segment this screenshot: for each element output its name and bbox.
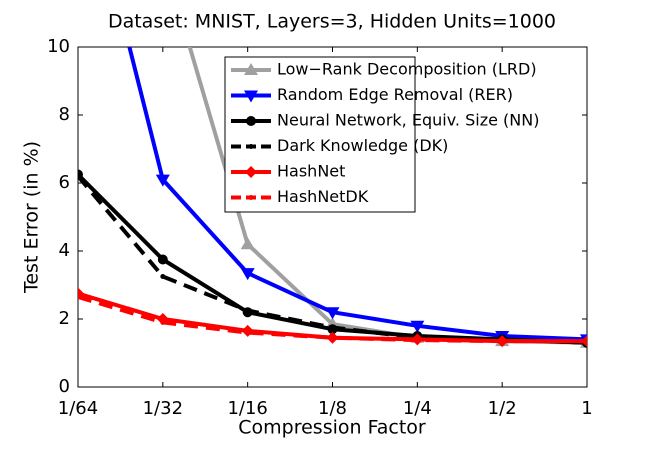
- legend: Low−Rank Decomposition (LRD) Random Edge …: [224, 56, 539, 213]
- x-tick-label: 1/2: [488, 398, 517, 419]
- y-tick-label: 6: [59, 172, 70, 193]
- legend-label: Random Edge Removal (RER): [277, 85, 513, 104]
- data-point: [240, 237, 255, 250]
- legend-box: [224, 56, 416, 213]
- data-point: [78, 173, 81, 179]
- legend-marker: [245, 166, 257, 178]
- y-tick-label: 0: [59, 376, 70, 397]
- x-tick-label: 1/16: [227, 398, 267, 419]
- data-point: [157, 254, 168, 265]
- x-tick-label: 1/64: [58, 398, 98, 419]
- x-tick-label: 1/8: [318, 398, 347, 419]
- y-axis-label: Test Error (in %): [21, 141, 43, 294]
- legend-label: Neural Network, Equiv. Size (NN): [277, 111, 539, 130]
- legend-marker: [244, 90, 258, 103]
- legend-label: Low−Rank Decomposition (LRD): [277, 60, 537, 79]
- chart-title: Dataset: MNIST, Layers=3, Hidden Units=1…: [108, 11, 556, 33]
- y-tick-label: 10: [47, 36, 70, 57]
- legend-marker: [244, 63, 258, 75]
- legend-label: HashNet: [277, 162, 345, 181]
- data-point: [245, 308, 251, 313]
- y-tick-label: 4: [59, 240, 70, 261]
- y-tick-label: 2: [59, 308, 70, 329]
- data-point: [330, 335, 335, 341]
- legend-marker: [248, 195, 254, 200]
- x-axis-label: Compression Factor: [238, 417, 426, 439]
- data-point: [325, 307, 340, 320]
- data-point: [245, 330, 251, 336]
- legend-label: HashNetDK: [277, 187, 369, 206]
- data-point: [160, 319, 166, 325]
- x-tick-label: 1/4: [403, 398, 432, 419]
- legend-label: Dark Knowledge (DK): [277, 136, 448, 155]
- legend-marker: [246, 116, 256, 126]
- data-point: [160, 274, 166, 279]
- data-point: [330, 325, 335, 330]
- data-point: [414, 337, 420, 343]
- data-point: [240, 268, 255, 281]
- data-point: [155, 174, 170, 187]
- y-tick-label: 8: [59, 104, 70, 125]
- data-point: [499, 338, 505, 344]
- data-point: [410, 320, 425, 333]
- x-tick-label: 1: [581, 398, 592, 419]
- data-point: [584, 338, 587, 344]
- legend-marker: [248, 144, 254, 149]
- data-point: [78, 294, 81, 300]
- x-tick-label: 1/32: [143, 398, 183, 419]
